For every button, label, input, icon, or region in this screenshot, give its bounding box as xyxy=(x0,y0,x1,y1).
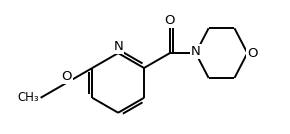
Text: N: N xyxy=(191,45,201,58)
Text: O: O xyxy=(247,47,258,60)
Text: O: O xyxy=(165,14,175,27)
Text: O: O xyxy=(61,70,72,83)
Text: CH₃: CH₃ xyxy=(17,91,39,104)
Text: N: N xyxy=(113,40,123,53)
